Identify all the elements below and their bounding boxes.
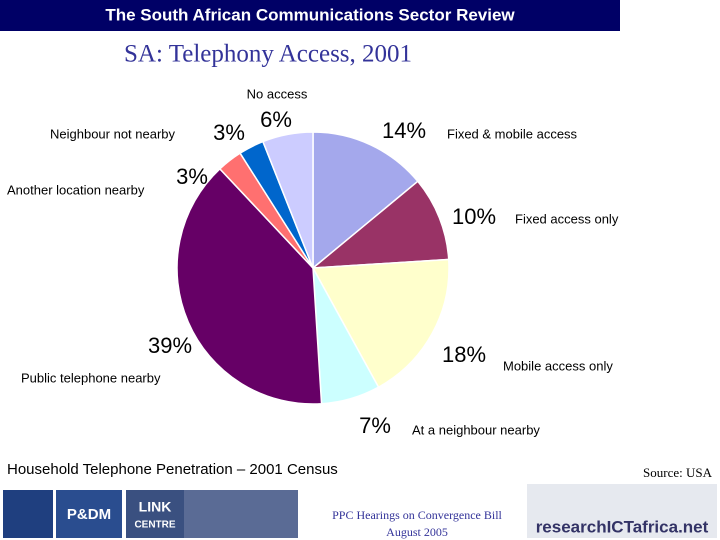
logo-research-bg bbox=[527, 484, 717, 538]
pie-slice bbox=[176, 167, 323, 405]
slice-label: Mobile access only bbox=[503, 358, 613, 373]
pie-slice bbox=[310, 180, 450, 269]
logo-link-banner bbox=[184, 490, 298, 538]
footer-line2: August 2005 bbox=[386, 525, 448, 539]
slice-label: At a neighbour nearby bbox=[412, 422, 540, 437]
slice-label: Public telephone nearby bbox=[21, 370, 161, 385]
logo-link bbox=[126, 490, 184, 538]
slice-label: Another location nearby bbox=[7, 182, 145, 197]
logo-crest bbox=[3, 490, 53, 538]
logo-pdm-text: P&DM bbox=[67, 506, 111, 523]
slice-label: No access bbox=[247, 86, 308, 101]
pie-slice bbox=[311, 258, 450, 389]
slice-label: Fixed & mobile access bbox=[447, 126, 578, 141]
pie-slice bbox=[312, 131, 419, 270]
value-label: 6% bbox=[260, 107, 292, 132]
caption: Household Telephone Penetration – 2001 C… bbox=[7, 461, 338, 478]
value-label: 3% bbox=[176, 164, 208, 189]
value-label: 3% bbox=[213, 120, 245, 145]
logo-research: researchICTafrica.net bbox=[536, 517, 709, 536]
pie-slice bbox=[261, 131, 314, 269]
chart-title: SA: Telephony Access, 2001 bbox=[124, 41, 412, 68]
footer-line1: PPC Hearings on Convergence Bill bbox=[332, 508, 502, 522]
logo-centre-text: CENTRE bbox=[134, 520, 175, 531]
value-label: 10% bbox=[452, 204, 496, 229]
header-title: The South African Communications Sector … bbox=[105, 5, 515, 24]
value-label: 39% bbox=[148, 333, 192, 358]
value-label: 14% bbox=[382, 118, 426, 143]
slice-label: Neighbour not nearby bbox=[50, 126, 176, 141]
slice-label: Fixed access only bbox=[515, 211, 619, 226]
source: Source: USA bbox=[643, 465, 713, 480]
pie bbox=[176, 131, 450, 405]
value-label: 7% bbox=[359, 413, 391, 438]
logo-pdm bbox=[56, 490, 122, 538]
header-bar bbox=[0, 0, 620, 31]
value-label: 18% bbox=[442, 342, 486, 367]
logo-link-text: LINK bbox=[139, 499, 172, 515]
